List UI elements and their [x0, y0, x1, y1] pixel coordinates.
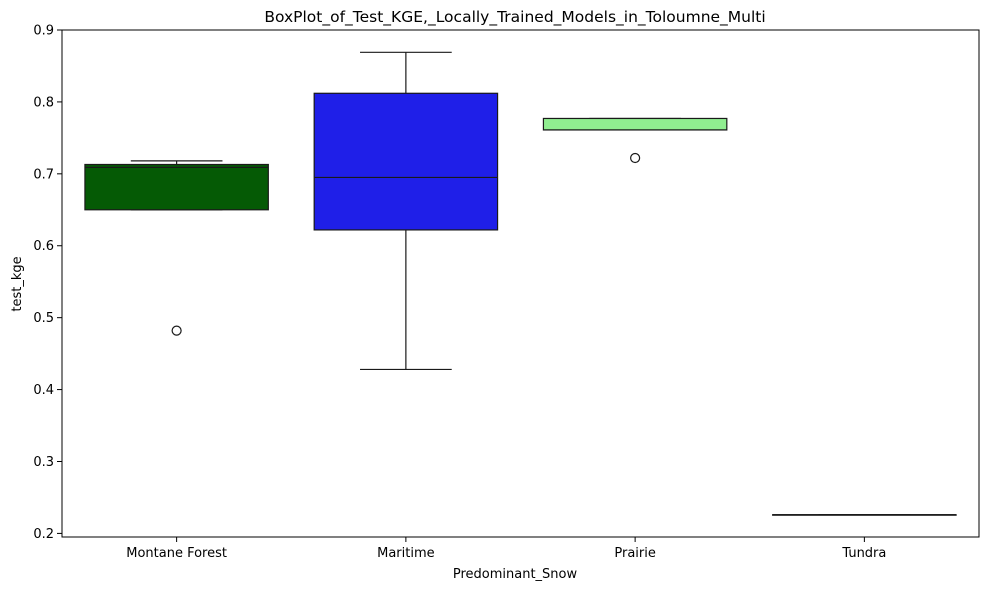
x-tick-label: Prairie [614, 546, 656, 561]
y-axis-label: test_kge [10, 256, 25, 311]
outlier-point [171, 325, 182, 336]
y-tick-label: 0.3 [33, 455, 54, 470]
box-prairie [542, 117, 728, 164]
y-tick-label: 0.7 [33, 167, 54, 182]
y-tick-label: 0.2 [33, 527, 54, 542]
box-montane-forest [84, 160, 269, 336]
box-iqr [542, 117, 728, 131]
x-tick-label: Tundra [841, 546, 886, 561]
y-tick-label: 0.8 [33, 95, 54, 110]
box-iqr [84, 163, 269, 211]
outlier-point [630, 152, 641, 164]
y-tick-label: 0.5 [33, 311, 54, 326]
box-series [84, 51, 957, 516]
y-axis-ticks: 0.2 0.3 0.4 0.5 0.6 0.7 0.8 0.9 [33, 24, 62, 542]
x-axis-ticks: Montane Forest Maritime Prairie Tundra [126, 537, 886, 561]
x-tick-label: Maritime [377, 546, 435, 561]
chart-title: BoxPlot_of_Test_KGE,_Locally_Trained_Mod… [264, 8, 765, 27]
box-iqr [313, 92, 499, 231]
y-tick-label: 0.6 [33, 239, 54, 254]
x-axis-label: Predominant_Snow [453, 567, 578, 582]
y-tick-label: 0.4 [33, 383, 54, 398]
y-tick-label: 0.9 [33, 24, 54, 39]
plot-area-frame [61, 29, 980, 538]
x-tick-label: Montane Forest [126, 546, 227, 561]
box-tundra [772, 514, 957, 516]
box-maritime [313, 51, 499, 371]
